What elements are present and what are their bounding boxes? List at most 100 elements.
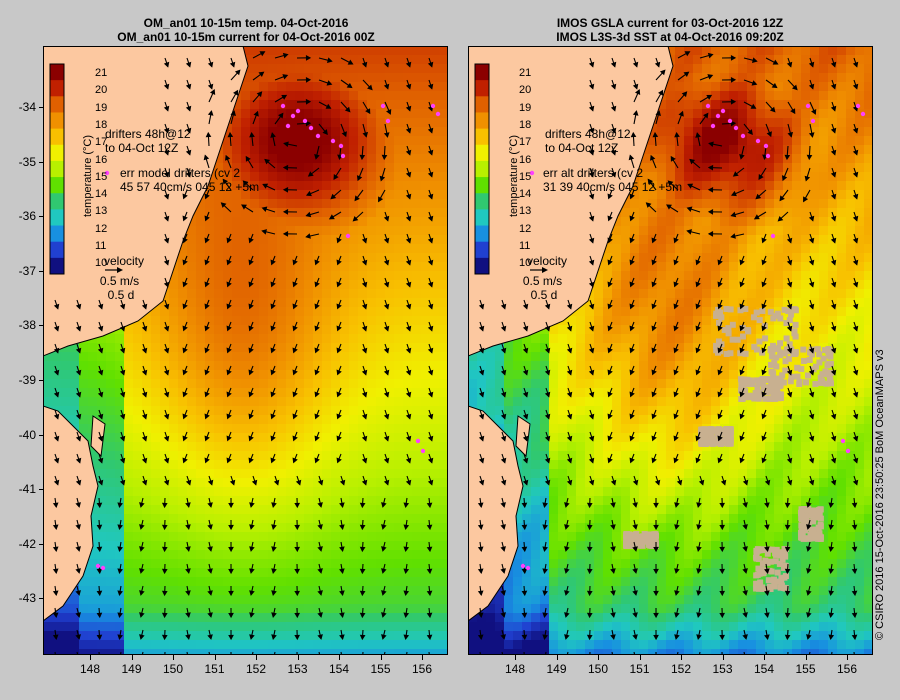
longitude-tick-label: 155 <box>795 662 816 676</box>
island <box>90 415 106 458</box>
latitude-tick-label: -34 <box>18 100 36 114</box>
longitude-tick-label: 150 <box>162 662 184 676</box>
longitude-tick-label: 156 <box>411 662 433 676</box>
left-drifters-label: drifters 48h@12 to 04-Oct 12Z <box>105 127 191 155</box>
longitude-tick-label: 151 <box>629 662 650 676</box>
longitude-tick <box>722 655 724 660</box>
latitude-tick-label: -37 <box>18 263 36 278</box>
colorbar <box>474 63 490 275</box>
longitude-tick-label: 155 <box>370 662 391 676</box>
right-drifters-line2: to 04-Oct 12Z <box>545 141 619 155</box>
colorbar-tick-label: 16 <box>95 153 108 166</box>
mainland <box>468 46 674 357</box>
longitude-tick <box>256 655 257 660</box>
mainland <box>43 46 249 357</box>
left-drifters-line1: drifters 48h@12 <box>105 127 191 141</box>
colorbar-tick-label: 20 <box>519 84 532 97</box>
colorbar-tick-label: 18 <box>95 118 108 131</box>
latitude-tick <box>39 489 44 491</box>
longitude-tick <box>380 655 382 660</box>
colorbar <box>49 63 65 275</box>
longitude-tick <box>422 655 423 660</box>
colorbar-tick-label: 21 <box>95 67 108 79</box>
velocity-arrows <box>477 51 859 655</box>
right-velocity-scale: 0.5 m/s <box>522 274 563 288</box>
left-velocity-scale: 0.5 m/s <box>99 274 140 288</box>
left-err-line2: 45 57 40cm/s 045 12 +5m <box>120 180 260 194</box>
latitude-tick-label: -42 <box>18 536 36 551</box>
latitude-tick <box>39 598 44 600</box>
colorbar-tick-label: 11 <box>519 240 531 252</box>
longitude-tick <box>598 655 599 660</box>
right-err-label: err alt drifters (cv 2 31 39 40cm/s 045 … <box>543 166 682 194</box>
longitude-tick-label: 148 <box>504 662 526 676</box>
colorbar-tick-label: 21 <box>519 67 532 79</box>
right-drifters-label: drifters 48h@12 to 04-Oct 12Z <box>545 127 631 155</box>
left-err-line1: err model drifters (cv 2 <box>120 166 241 180</box>
left-title-line2: OM_an01 10-15m current for 04-Oct-2016 0… <box>117 30 375 44</box>
colorbar-tick-label: 20 <box>95 84 108 97</box>
longitude-tick <box>339 655 340 660</box>
longitude-tick <box>556 655 558 660</box>
longitude-tick-label: 156 <box>836 662 858 676</box>
drifter-tracks <box>520 103 866 571</box>
colorbar-tick-label: 17 <box>95 136 108 149</box>
longitude-tick <box>847 655 848 660</box>
longitude-tick <box>297 655 299 660</box>
right-title-line1: IMOS GSLA current for 03-Oct-2016 12Z <box>556 16 784 30</box>
right-drifters-line1: drifters 48h@12 <box>545 127 631 141</box>
colorbar-tick-label: 19 <box>95 101 108 114</box>
latitude-tick <box>39 216 44 218</box>
latitude-tick-label: -38 <box>18 318 36 333</box>
longitude-tick <box>515 655 516 660</box>
longitude-tick-label: 149 <box>546 662 567 676</box>
latitude-tick <box>39 325 44 327</box>
latitude-tick-label: -43 <box>18 591 36 606</box>
colorbar-tick-label: 18 <box>519 118 532 131</box>
panel-frame <box>43 46 448 655</box>
colorbar-tick-label: 13 <box>95 205 108 218</box>
latitude-tick-label: -41 <box>18 482 36 497</box>
latitude-tick <box>39 107 44 108</box>
right-err-line2: 31 39 40cm/s 045 12 +5m <box>543 180 683 194</box>
left-title-line1: OM_an01 10-15m temp. 04-Oct-2016 <box>143 16 349 30</box>
colorbar-tick-label: 10 <box>95 257 108 270</box>
longitude-tick <box>805 655 807 660</box>
longitude-tick-label: 152 <box>245 662 267 676</box>
colorbar-tick-label: 16 <box>519 153 532 166</box>
latitude-tick <box>39 270 44 272</box>
right-velocity-time: 0.5 d <box>530 288 558 302</box>
latitude-tick <box>39 434 44 436</box>
latitude-tick-label: -35 <box>18 154 36 169</box>
colorbar-tick-label: 12 <box>519 222 532 235</box>
longitude-tick <box>764 655 765 660</box>
longitude-tick <box>131 655 133 660</box>
colorbar-tick-label: 11 <box>95 240 107 252</box>
longitude-tick-label: 154 <box>753 662 775 676</box>
left-map-panel <box>43 46 448 655</box>
right-err-line1: err alt drifters (cv 2 <box>543 166 644 180</box>
longitude-tick-label: 149 <box>121 662 142 676</box>
left-drifters-line2: to 04-Oct 12Z <box>105 141 179 155</box>
longitude-tick <box>681 655 682 660</box>
longitude-tick <box>639 655 641 660</box>
left-colorbar-title: temperature (°C) <box>82 134 94 217</box>
colorbar-tick-label: 14 <box>519 188 532 201</box>
velocity-arrows <box>52 51 434 655</box>
right-panel-title: IMOS GSLA current for 03-Oct-2016 12Z IM… <box>469 16 871 44</box>
island <box>515 415 531 458</box>
left-map-canvas <box>43 46 448 655</box>
latitude-tick-label: -40 <box>18 427 36 442</box>
colorbar-tick-label: 19 <box>519 101 532 114</box>
longitude-tick-label: 151 <box>204 662 225 676</box>
colorbar-tick-label: 15 <box>519 170 532 183</box>
right-velocity-legend: velocity 0.5 m/s 0.5 d <box>513 254 567 302</box>
longitude-tick <box>214 655 216 660</box>
latitude-tick-label: -39 <box>18 373 36 387</box>
left-velocity-legend: velocity 0.5 m/s 0.5 d <box>90 254 144 302</box>
longitude-tick-label: 152 <box>670 662 692 676</box>
longitude-tick <box>173 655 174 660</box>
longitude-tick-label: 154 <box>328 662 350 676</box>
left-err-label: err model drifters (cv 2 45 57 40cm/s 04… <box>120 166 259 194</box>
right-map-canvas <box>468 46 873 655</box>
